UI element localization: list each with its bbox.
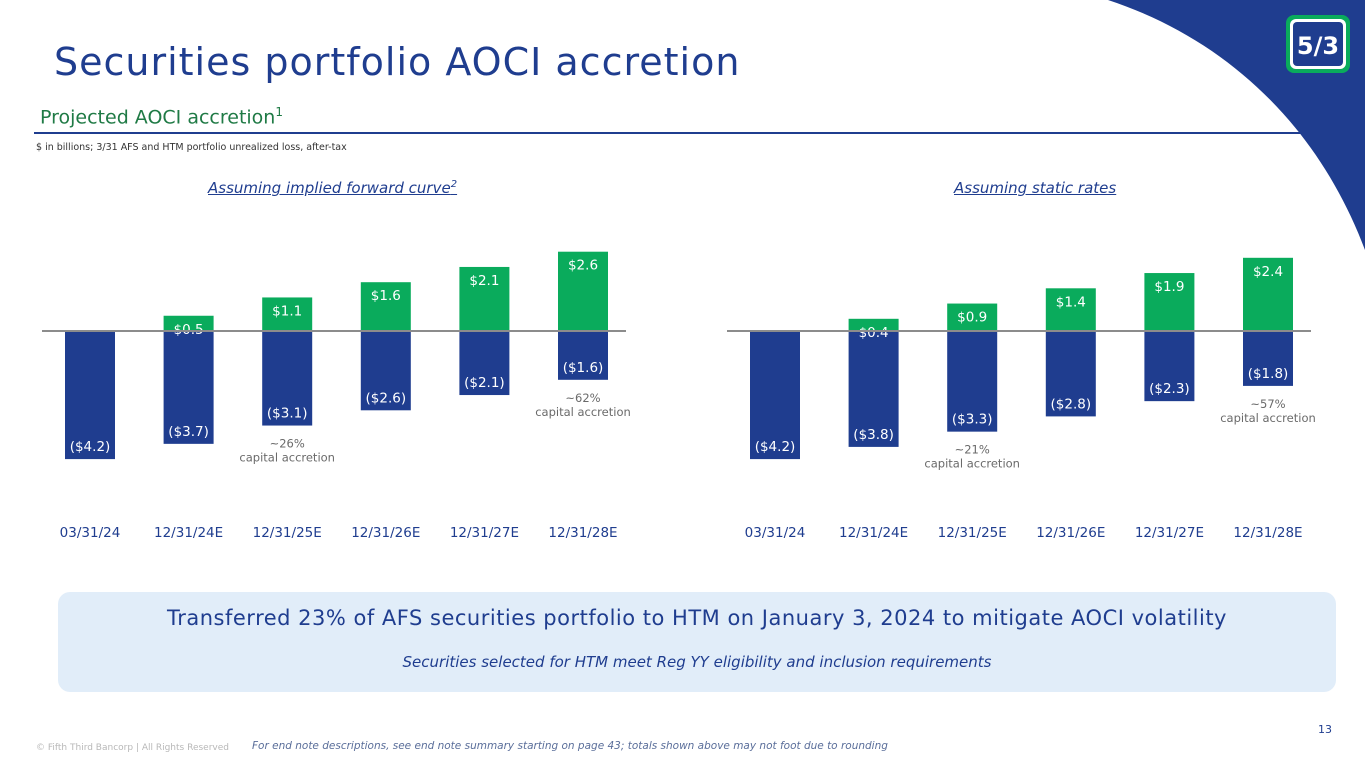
chart-static-rates: ($4.2) 03/31/24 ($3.8) $0.4 12/31/24E ($3.3) $…	[727, 257, 1316, 541]
bar-unrealized-loss	[163, 331, 214, 444]
capital-accretion-annotation: capital accretion	[1220, 411, 1316, 425]
data-label-loss: ($4.2)	[70, 439, 111, 455]
chart-heading-forward-curve: Assuming implied forward curve2	[208, 179, 457, 197]
data-label-loss: ($2.1)	[464, 375, 505, 391]
chart-heading-footnote-marker: 2	[450, 179, 458, 190]
bar-accretion	[558, 251, 608, 331]
htm-transfer-callout: Transferred 23% of AFS securities portfo…	[58, 592, 1336, 692]
data-label-accretion: $2.4	[1253, 264, 1283, 280]
logo-text: 5/3	[1297, 32, 1339, 60]
x-tick-label: 12/31/26E	[1036, 525, 1105, 541]
x-tick-label: 12/31/28E	[548, 525, 617, 541]
data-label-loss: ($4.2)	[755, 439, 796, 455]
chart-heading-text: Assuming static rates	[954, 179, 1117, 197]
data-label-accretion: $1.6	[371, 288, 401, 304]
x-tick-label: 12/31/24E	[839, 525, 908, 541]
data-label-accretion: $0.5	[174, 322, 204, 338]
data-label-loss: ($3.8)	[853, 427, 894, 443]
data-label-loss: ($3.1)	[267, 406, 308, 422]
end-note-reference: For end note descriptions, see end note …	[252, 740, 888, 752]
data-label-loss: ($2.8)	[1051, 396, 1092, 412]
data-label-loss: ($2.6)	[366, 390, 407, 406]
bar-accretion	[163, 315, 214, 331]
bar-accretion	[1243, 257, 1293, 331]
x-tick-label: 12/31/25E	[253, 525, 322, 541]
bar-unrealized-loss	[750, 331, 800, 460]
data-label-accretion: $2.6	[568, 258, 598, 274]
capital-accretion-annotation: ~57%	[1250, 397, 1285, 411]
data-label-accretion: $1.4	[1056, 294, 1086, 310]
bar-unrealized-loss	[360, 331, 411, 411]
x-tick-label: 12/31/27E	[450, 525, 519, 541]
chart-heading-text: Assuming implied forward curve	[208, 179, 451, 197]
callout-headline: Transferred 23% of AFS securities portfo…	[167, 606, 1227, 630]
capital-accretion-annotation: ~26%	[270, 437, 305, 451]
data-label-loss: ($1.6)	[563, 360, 604, 376]
chart-heading-static-rates: Assuming static rates	[954, 179, 1116, 197]
bar-unrealized-loss	[558, 331, 608, 380]
data-label-loss: ($3.7)	[168, 424, 209, 440]
x-tick-label: 12/31/27E	[1135, 525, 1204, 541]
data-label-loss: ($1.8)	[1248, 366, 1289, 382]
capital-accretion-annotation: ~21%	[955, 443, 990, 457]
data-label-loss: ($2.3)	[1149, 381, 1190, 397]
x-tick-label: 12/31/24E	[154, 525, 223, 541]
x-tick-label: 12/31/28E	[1233, 525, 1302, 541]
bar-unrealized-loss	[848, 331, 899, 447]
bar-accretion	[360, 282, 411, 331]
bar-accretion	[848, 318, 899, 331]
data-label-accretion: $1.9	[1154, 279, 1184, 295]
data-label-loss: ($3.3)	[952, 412, 993, 428]
x-tick-label: 12/31/26E	[351, 525, 420, 541]
data-label-accretion: $0.4	[859, 325, 889, 341]
fifth-third-logo-icon: 5/3	[1286, 15, 1350, 73]
page-number: 13	[1318, 723, 1332, 736]
capital-accretion-annotation: ~62%	[565, 391, 600, 405]
copyright-notice: © Fifth Third Bancorp | All Rights Reser…	[36, 743, 229, 753]
data-label-accretion: $2.1	[469, 273, 499, 289]
capital-accretion-annotation: capital accretion	[535, 405, 631, 419]
bar-unrealized-loss	[262, 331, 313, 426]
bar-unrealized-loss	[459, 331, 510, 396]
capital-accretion-annotation: capital accretion	[924, 457, 1020, 471]
bar-accretion	[262, 297, 313, 331]
data-label-accretion: $0.9	[957, 310, 987, 326]
page-title: Securities portfolio AOCI accretion	[54, 40, 741, 84]
bar-unrealized-loss	[947, 331, 998, 432]
bar-unrealized-loss	[1045, 331, 1096, 417]
x-tick-label: 12/31/25E	[938, 525, 1007, 541]
bar-accretion	[947, 303, 998, 331]
subtitle-footnote-marker: 1	[275, 105, 283, 119]
bar-accretion	[1045, 288, 1096, 331]
capital-accretion-annotation: capital accretion	[239, 451, 335, 465]
data-label-accretion: $1.1	[272, 303, 302, 319]
title-divider	[34, 132, 1337, 134]
bar-accretion	[1144, 273, 1195, 331]
x-tick-label: 03/31/24	[60, 525, 121, 541]
callout-subtext: Securities selected for HTM meet Reg YY …	[402, 653, 992, 671]
bar-unrealized-loss	[65, 331, 115, 460]
unit-note: $ in billions; 3/31 AFS and HTM portfoli…	[36, 142, 347, 153]
chart-forward-curve: ($4.2) 03/31/24 ($3.7) $0.5 12/31/24E ($3.1) $…	[42, 251, 631, 541]
bar-accretion	[459, 266, 510, 331]
section-subtitle: Projected AOCI accretion1	[40, 105, 283, 128]
subtitle-text: Projected AOCI accretion	[40, 106, 276, 129]
x-tick-label: 03/31/24	[745, 525, 806, 541]
bar-unrealized-loss	[1243, 331, 1293, 386]
bar-unrealized-loss	[1144, 331, 1195, 402]
